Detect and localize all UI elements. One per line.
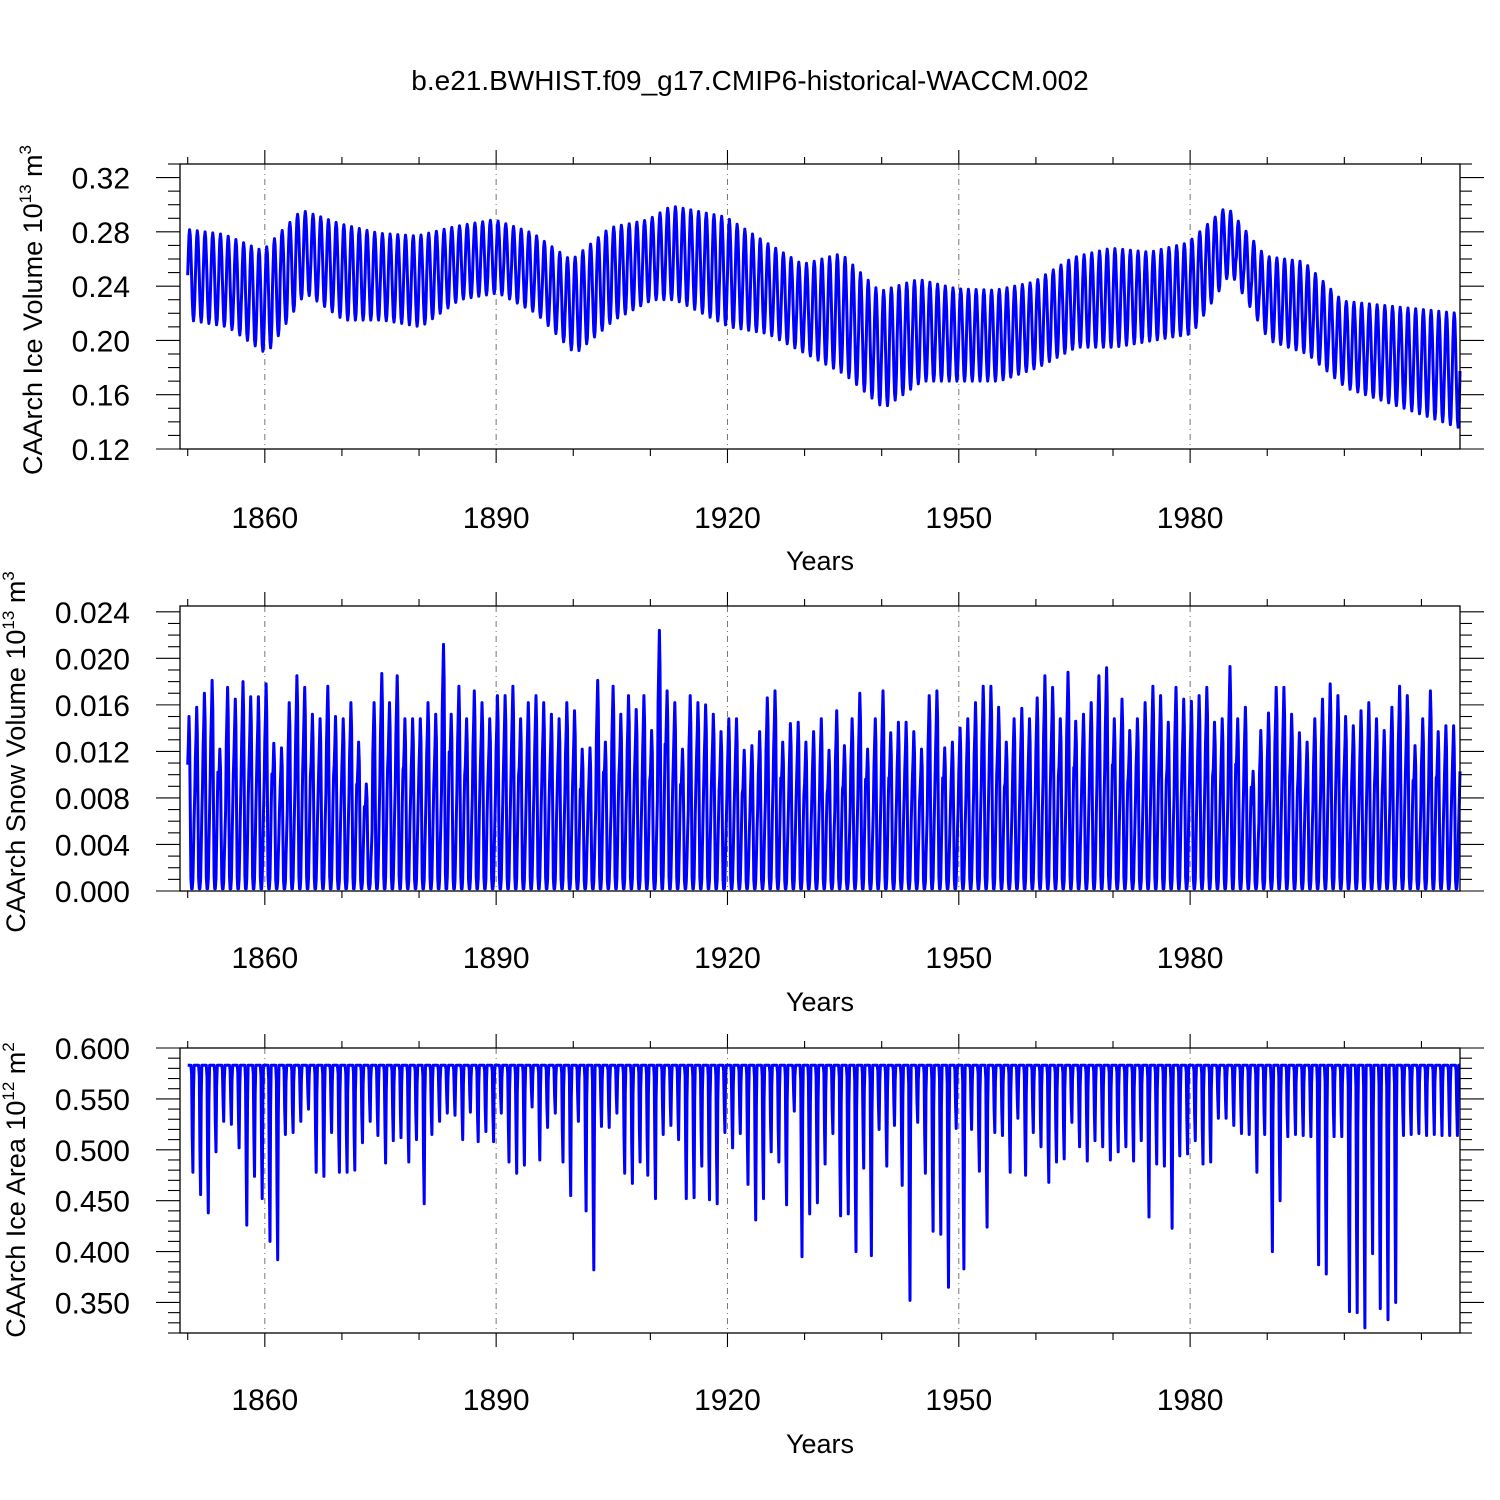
x-tick-label: 1950 — [925, 502, 992, 535]
figure-title: b.e21.BWHIST.f09_g17.CMIP6-historical-WA… — [411, 65, 1088, 96]
x-axis-label: Years — [786, 546, 854, 576]
y-tick-label: 0.600 — [55, 1033, 130, 1066]
y-tick-label: 0.004 — [55, 829, 130, 862]
x-tick-label: 1860 — [231, 942, 298, 975]
series-line-ice-volume — [186, 205, 1462, 429]
x-axis-label: Years — [786, 1429, 854, 1459]
y-tick-label: 0.008 — [55, 783, 130, 816]
y-tick-label: 0.32 — [72, 163, 130, 196]
panel-snow-volume: 1860 1890 1920 1950 1980 0.000 0.004 0.008 0.012… — [0, 571, 1484, 1017]
x-tick-label: 1980 — [1157, 942, 1224, 975]
y-tick-label: 0.500 — [55, 1135, 130, 1168]
y-tick-label: 0.400 — [55, 1237, 130, 1270]
y-tick-label: 0.16 — [72, 380, 130, 413]
plot-frame-ice-volume — [179, 163, 1461, 450]
panel-ice-area: 1860 1890 1920 1950 1980 0.350 0.400 0.450 0.500… — [0, 1033, 1484, 1459]
y-tick-label: 0.24 — [72, 271, 130, 304]
plot-frame-snow-volume — [179, 605, 1461, 892]
y-tick-label: 0.450 — [55, 1186, 130, 1219]
x-axis-label: Years — [786, 987, 854, 1017]
x-tick-label: 1890 — [463, 942, 530, 975]
x-tick-label: 1950 — [925, 942, 992, 975]
y-tick-label: 0.550 — [55, 1084, 130, 1117]
x-tick-label: 1860 — [231, 502, 298, 535]
x-tick-label: 1980 — [1157, 502, 1224, 535]
x-tick-label: 1860 — [231, 1384, 298, 1417]
series-line-snow-volume — [186, 628, 1462, 891]
y-tick-label: 0.20 — [72, 325, 130, 358]
panel-ice-volume: 1860 1890 1920 1950 1980 0.12 0.16 0.20 0.24 0.28… — [16, 145, 1484, 576]
y-tick-label: 0.000 — [55, 876, 130, 909]
x-tick-label: 1920 — [694, 1384, 761, 1417]
x-tick-label: 1920 — [694, 502, 761, 535]
x-tick-label: 1950 — [925, 1384, 992, 1417]
y-tick-label: 0.020 — [55, 643, 130, 676]
y-tick-label: 0.12 — [72, 434, 130, 467]
y-tick-label: 0.012 — [55, 736, 130, 769]
y-axis-label: CAArch Ice Area 1012 m2 — [0, 1042, 31, 1338]
y-tick-label: 0.016 — [55, 690, 130, 723]
x-tick-label: 1920 — [694, 942, 761, 975]
y-tick-label: 0.350 — [55, 1287, 130, 1320]
x-tick-label: 1980 — [1157, 1384, 1224, 1417]
y-tick-label: 0.28 — [72, 217, 130, 250]
y-axis-label: CAArch Snow Volume 1013 m3 — [0, 571, 31, 933]
y-tick-label: 0.024 — [55, 597, 130, 630]
x-tick-label: 1890 — [463, 1384, 530, 1417]
x-tick-label: 1890 — [463, 502, 530, 535]
y-axis-label: CAArch Ice Volume 1013 m3 — [16, 145, 48, 475]
series-line-ice-area — [186, 1063, 1461, 1330]
